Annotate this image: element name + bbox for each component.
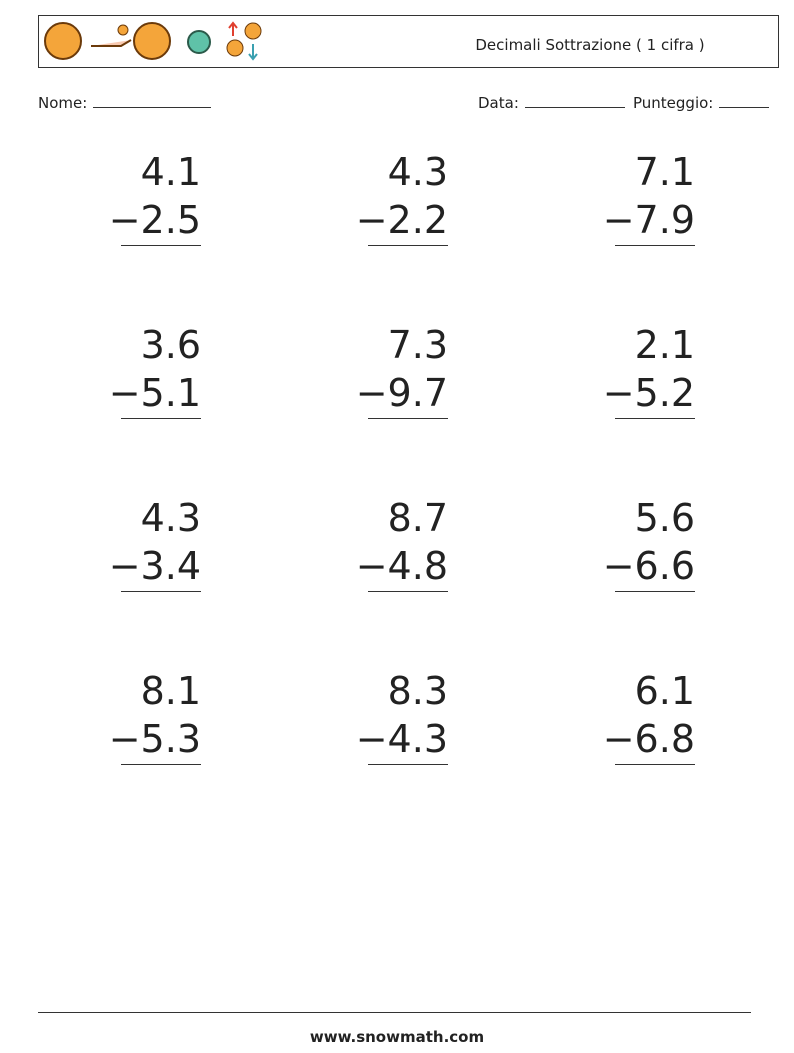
field-label: Nome:: [38, 94, 88, 112]
answer-line: [121, 418, 201, 419]
subtrahend: −5.1: [108, 371, 201, 415]
subtrahend: −5.3: [108, 717, 201, 761]
answer-line: [368, 418, 448, 419]
field-label: Punteggio:: [633, 94, 714, 112]
minuend: 8.7: [387, 496, 448, 540]
answer-line: [121, 591, 201, 592]
subtrahend: −6.6: [602, 544, 695, 588]
minuend: 6.1: [634, 669, 695, 713]
footer-rule: [38, 1012, 751, 1013]
answer-line: [615, 764, 695, 765]
minuend: 5.6: [634, 496, 695, 540]
answer-line: [615, 245, 695, 246]
field-label: Data:: [478, 94, 519, 112]
minuend: 4.1: [140, 150, 201, 194]
minuend: 4.3: [140, 496, 201, 540]
answer-line: [368, 591, 448, 592]
subtrahend: −2.5: [108, 198, 201, 242]
answer-line: [615, 418, 695, 419]
subtrahend: −5.2: [602, 371, 695, 415]
minuend: 4.3: [387, 150, 448, 194]
answer-line: [615, 591, 695, 592]
subtrahend: −6.8: [602, 717, 695, 761]
subtrahend: −4.8: [355, 544, 448, 588]
subtrahend: −3.4: [108, 544, 201, 588]
minuend: 3.6: [140, 323, 201, 367]
minuend: 7.3: [387, 323, 448, 367]
header-icons: [44, 21, 262, 61]
name-field: Nome:: [38, 93, 212, 112]
date-field: Data:: [478, 93, 625, 112]
header-box: [38, 15, 779, 68]
answer-line: [121, 764, 201, 765]
subtrahend: −9.7: [355, 371, 448, 415]
minuend: 8.3: [387, 669, 448, 713]
answer-line: [368, 764, 448, 765]
score-field: Punteggio:: [633, 93, 770, 112]
subtrahend: −4.3: [355, 717, 448, 761]
subtrahend: −7.9: [602, 198, 695, 242]
answer-line: [368, 245, 448, 246]
answer-line: [121, 245, 201, 246]
minuend: 2.1: [634, 323, 695, 367]
minuend: 7.1: [634, 150, 695, 194]
subtrahend: −2.2: [355, 198, 448, 242]
footer-site: www.snowmath.com: [309, 1028, 485, 1046]
title: Decimali Sottrazione ( 1 cifra ): [475, 36, 705, 54]
minuend: 8.1: [140, 669, 201, 713]
